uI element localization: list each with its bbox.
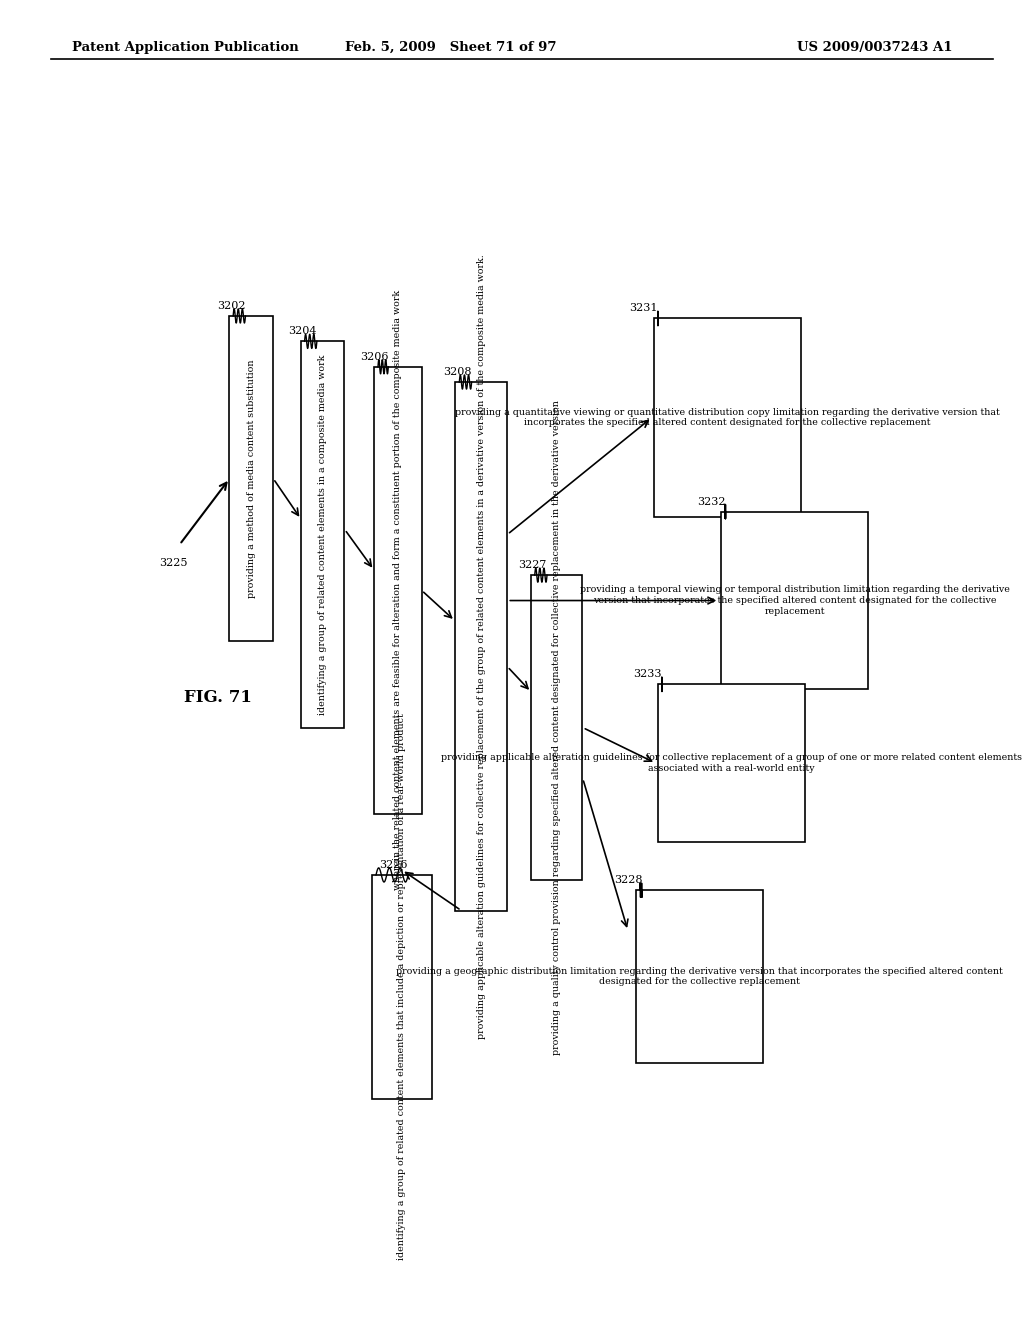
FancyBboxPatch shape: [657, 684, 805, 842]
Text: identifying a group of related content elements in a composite media work: identifying a group of related content e…: [317, 354, 327, 714]
FancyBboxPatch shape: [301, 342, 344, 727]
Text: 3208: 3208: [443, 367, 472, 378]
Text: Patent Application Publication: Patent Application Publication: [72, 41, 298, 54]
FancyBboxPatch shape: [372, 875, 431, 1098]
Text: Feb. 5, 2009   Sheet 71 of 97: Feb. 5, 2009 Sheet 71 of 97: [345, 41, 556, 54]
Text: providing a quality control provision regarding specified altered content design: providing a quality control provision re…: [552, 400, 561, 1055]
Text: 3233: 3233: [634, 669, 663, 680]
Text: wherein the related content elements are feasible for alteration and form a cons: wherein the related content elements are…: [393, 290, 402, 891]
FancyBboxPatch shape: [229, 315, 272, 642]
Text: identifying a group of related content elements that include a depiction or repr: identifying a group of related content e…: [397, 713, 407, 1261]
Text: 3228: 3228: [613, 875, 642, 886]
Text: 3204: 3204: [289, 326, 316, 337]
Text: providing applicable alteration guidelines for collective replacement of a group: providing applicable alteration guidelin…: [440, 754, 1022, 774]
Text: 3232: 3232: [697, 496, 726, 507]
Text: providing applicable alteration guidelines for collective replacement of the gro: providing applicable alteration guidelin…: [476, 253, 485, 1039]
Text: US 2009/0037243 A1: US 2009/0037243 A1: [797, 41, 952, 54]
FancyBboxPatch shape: [530, 576, 583, 880]
FancyBboxPatch shape: [636, 890, 763, 1063]
FancyBboxPatch shape: [721, 512, 868, 689]
Text: 3206: 3206: [359, 351, 388, 362]
Text: 3225: 3225: [159, 558, 187, 568]
FancyBboxPatch shape: [653, 318, 801, 516]
FancyBboxPatch shape: [374, 367, 422, 814]
Text: 3226: 3226: [380, 859, 409, 870]
Text: providing a quantitative viewing or quantitative distribution copy limitation re: providing a quantitative viewing or quan…: [455, 408, 999, 428]
Text: 3202: 3202: [217, 301, 246, 312]
Text: providing a geographic distribution limitation regarding the derivative version : providing a geographic distribution limi…: [396, 966, 1002, 986]
Text: FIG. 71: FIG. 71: [183, 689, 252, 706]
FancyBboxPatch shape: [456, 381, 507, 911]
Text: providing a method of media content substitution: providing a method of media content subs…: [247, 359, 256, 598]
Text: 3231: 3231: [630, 304, 658, 313]
Text: providing a temporal viewing or temporal distribution limitation regarding the d: providing a temporal viewing or temporal…: [580, 585, 1010, 616]
Text: 3227: 3227: [518, 560, 547, 570]
